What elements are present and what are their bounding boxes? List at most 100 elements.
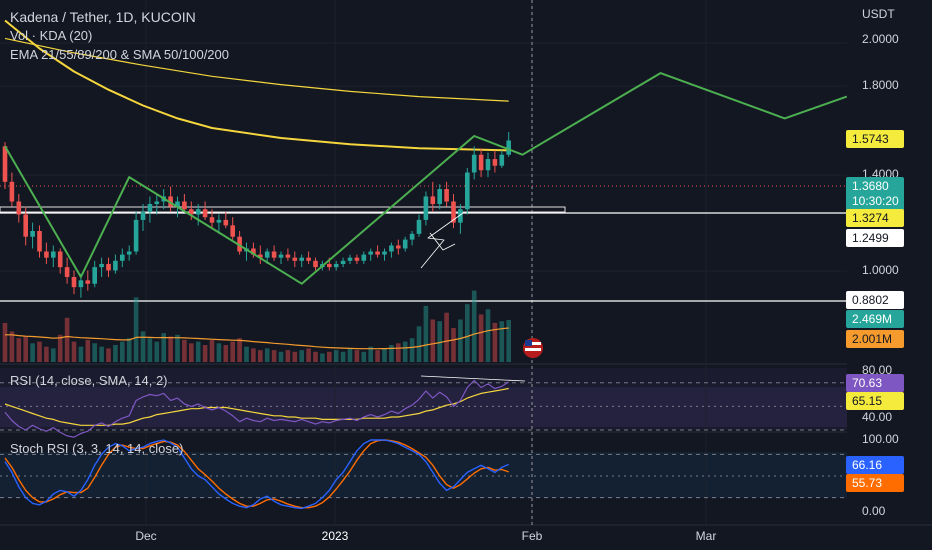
volume-bar — [44, 346, 49, 362]
volume-bar — [251, 348, 256, 362]
volume-bar — [382, 348, 387, 362]
volume-bar — [327, 351, 332, 362]
volume-bar — [223, 345, 229, 362]
volume-bar — [120, 341, 125, 362]
volume-bar — [113, 345, 118, 362]
volume-bar — [492, 322, 498, 362]
candle-body — [223, 219, 229, 226]
volume-bar — [92, 343, 97, 362]
volume-bar — [368, 346, 373, 362]
volume-bar — [209, 339, 215, 362]
volume-bar — [161, 333, 166, 362]
candle-body — [189, 209, 194, 215]
candle-body — [402, 239, 408, 249]
last-price-badge-bg — [846, 177, 904, 211]
last-price-badge: 1.3680 — [852, 179, 889, 193]
stoch-legend: Stoch RSI (3, 3, 14, 14, close) — [10, 441, 184, 456]
candle-body — [9, 181, 15, 202]
candle-body — [23, 214, 28, 237]
volume-bar — [423, 305, 429, 362]
volume-bar — [416, 326, 422, 362]
volume-bar — [320, 353, 325, 362]
candle-body — [506, 140, 511, 155]
candle-body — [458, 209, 463, 223]
candle-body — [71, 276, 77, 288]
event-flag-icon-stripe — [525, 342, 541, 345]
volume-bar — [168, 336, 173, 362]
candle-body — [492, 159, 498, 166]
stoch-d-line — [4, 439, 509, 509]
volume-bar — [30, 343, 35, 362]
volume-bar — [230, 341, 235, 362]
candle-body — [278, 254, 284, 258]
candle-body — [202, 209, 208, 218]
candle-body — [230, 225, 235, 237]
volume-bar — [2, 322, 8, 362]
volume-badge: 2.469M — [852, 312, 892, 326]
volume-bar — [85, 339, 91, 362]
price-axis-tick: 1.0000 — [862, 263, 899, 277]
volume-bar — [292, 351, 298, 362]
volume-bar — [202, 345, 208, 362]
candle-body — [465, 172, 470, 210]
volume-bar — [451, 328, 456, 362]
candle-body — [306, 257, 311, 261]
candle-body — [333, 263, 339, 268]
candle-body — [78, 280, 84, 288]
candle-body — [471, 154, 477, 173]
support-badge: 0.8802 — [852, 293, 889, 307]
time-axis-label: Mar — [696, 529, 717, 543]
candle-body — [147, 204, 153, 212]
stoch-d-badge-bg — [846, 474, 904, 492]
candle-body — [120, 254, 125, 261]
volume-bar — [278, 351, 284, 362]
candle-body — [85, 280, 91, 284]
candle-body — [209, 217, 215, 223]
volume-bar — [444, 312, 449, 362]
volume-bar — [16, 338, 22, 362]
candle-body — [16, 201, 22, 215]
volume-bar — [402, 341, 408, 362]
volume-bar — [299, 350, 304, 362]
volume-bar — [147, 338, 153, 362]
candle-body — [382, 251, 387, 255]
candle-body — [126, 251, 132, 255]
candle-body — [37, 230, 42, 252]
candle-body — [195, 209, 201, 215]
candle-body — [175, 201, 180, 207]
volume-bar — [195, 341, 201, 362]
candle-body — [313, 260, 318, 268]
candle-body — [237, 236, 242, 252]
candle-body — [133, 219, 139, 252]
rsi-divergence-line — [420, 375, 526, 382]
candle-body — [347, 257, 353, 261]
candle-body — [154, 201, 160, 205]
symbol-title: Kadena / Tether, 1D, KUCOIN — [10, 9, 196, 25]
candle-body — [44, 251, 49, 258]
candle-body — [485, 159, 491, 171]
stoch-d-badge: 55.73 — [852, 476, 882, 490]
stoch-k-badge: 66.16 — [852, 458, 882, 472]
rsi-line — [4, 379, 510, 438]
resistance-badge-bg — [846, 229, 904, 247]
support-badge-bg — [846, 291, 904, 309]
price-axis-tick: 2.0000 — [862, 32, 899, 46]
countdown-badge: 10:30:20 — [852, 194, 899, 208]
volume-bar — [64, 317, 70, 362]
volume-bar — [99, 346, 104, 362]
volume-bar — [126, 338, 132, 362]
candle-body — [216, 219, 222, 223]
price-axis-currency: USDT — [862, 7, 895, 21]
volume-bar — [51, 348, 56, 362]
candle-body — [2, 146, 8, 182]
stoch-k-line — [4, 439, 509, 510]
event-flag-icon-stripe — [525, 348, 541, 351]
rsi-legend: RSI (14, close, SMA, 14, 2) — [10, 373, 168, 388]
event-flag-icon-canton — [525, 340, 532, 346]
stoch-axis-tick: 100.00 — [862, 432, 899, 446]
yellow-level-badge: 1.3274 — [852, 211, 889, 225]
candle-body — [416, 219, 422, 234]
volume-bar — [347, 348, 353, 362]
